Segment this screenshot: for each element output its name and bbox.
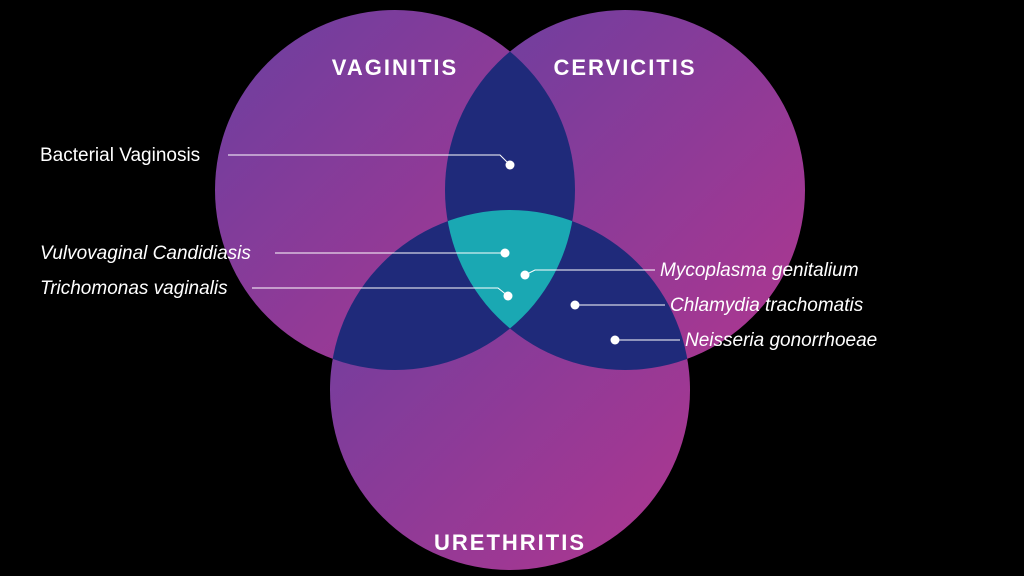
callout-dot-vvc bbox=[501, 249, 510, 258]
callout-label-mg: Mycoplasma genitalium bbox=[660, 260, 859, 282]
callout-line-mg bbox=[525, 270, 655, 275]
callout-label-tv: Trichomonas vaginalis bbox=[40, 278, 228, 300]
callout-dot-mg bbox=[521, 271, 530, 280]
callout-dot-bv bbox=[506, 161, 515, 170]
callout-dot-tv bbox=[504, 292, 513, 301]
overlap-three bbox=[330, 210, 690, 570]
callout-label-vvc: Vulvovaginal Candidiasis bbox=[40, 243, 251, 265]
callout-label-ng: Neisseria gonorrhoeae bbox=[685, 330, 877, 352]
callout-label-ct: Chlamydia trachomatis bbox=[670, 295, 863, 317]
callout-dot-ct bbox=[571, 301, 580, 310]
overlap-two bbox=[330, 10, 805, 570]
callout-line-tv bbox=[252, 288, 508, 296]
callout-label-bv: Bacterial Vaginosis bbox=[40, 145, 200, 167]
callout-lines bbox=[228, 155, 680, 345]
label-cervicitis: CERVICITIS bbox=[525, 55, 725, 81]
callout-dot-ng bbox=[611, 336, 620, 345]
label-urethritis: URETHRITIS bbox=[410, 530, 610, 556]
callout-line-bv bbox=[228, 155, 510, 165]
circle-urethritis bbox=[330, 210, 690, 570]
label-vaginitis: VAGINITIS bbox=[295, 55, 495, 81]
venn-diagram: VAGINITIS CERVICITIS URETHRITIS Bacteria… bbox=[0, 0, 1024, 576]
